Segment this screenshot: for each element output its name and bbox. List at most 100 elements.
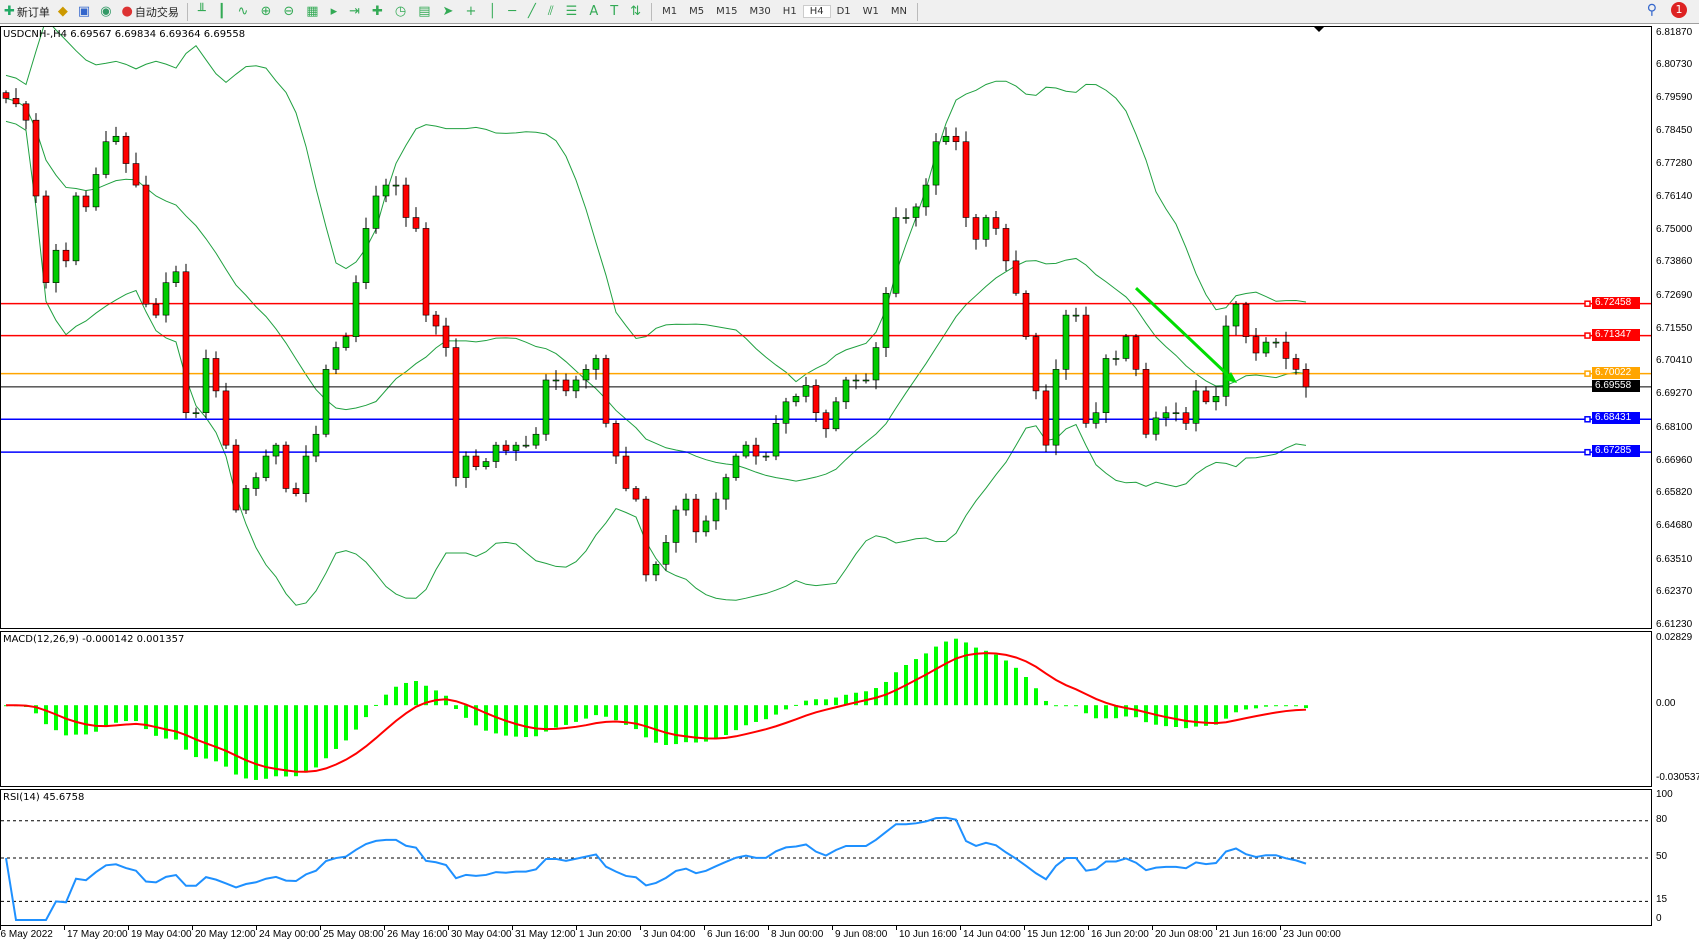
candle xyxy=(612,420,620,464)
timeframe-m15[interactable]: M15 xyxy=(716,6,738,17)
level-handle[interactable] xyxy=(1584,332,1591,339)
templates-icon[interactable]: ▤ xyxy=(418,4,431,19)
candle-body xyxy=(742,444,750,457)
candle xyxy=(1032,332,1040,400)
candle xyxy=(392,176,400,196)
periods-icon[interactable]: ◷ xyxy=(394,4,407,19)
timeframe-h4[interactable]: H4 xyxy=(802,5,831,18)
signals-button[interactable]: ◉ xyxy=(96,1,117,23)
macd-histogram-bar xyxy=(74,705,78,735)
zoom-in-icon[interactable]: ⊕ xyxy=(260,4,272,19)
timeframe-m30[interactable]: M30 xyxy=(749,6,771,17)
candlestick-icon[interactable]: ┃ xyxy=(217,4,226,19)
new-order-button[interactable]: ✚ 新订单 xyxy=(0,1,54,23)
trendline-icon[interactable]: ╱ xyxy=(528,4,536,19)
candle xyxy=(742,441,750,459)
autoscroll-icon[interactable]: ▸ xyxy=(330,4,338,19)
macd-histogram-bar xyxy=(84,705,88,735)
search-icon[interactable]: ⚲ xyxy=(1646,2,1657,18)
text-icon[interactable]: A xyxy=(589,4,599,19)
timeframe-h1[interactable]: H1 xyxy=(782,6,797,17)
macd-histogram-bar xyxy=(1234,705,1238,713)
auto-trading-button[interactable]: ● 自动交易 xyxy=(118,1,183,23)
timeframe-mn[interactable]: MN xyxy=(890,6,907,17)
trendline[interactable] xyxy=(1134,287,1233,380)
horizontal-line-icon[interactable]: ─ xyxy=(508,4,517,19)
cursor-icon[interactable]: ➤ xyxy=(442,4,454,19)
macd-histogram-bar xyxy=(1194,705,1198,727)
candle xyxy=(92,167,100,211)
macd-histogram-bar xyxy=(364,705,368,718)
equidistant-channel-icon[interactable]: ⫽ xyxy=(547,4,554,19)
candle-body xyxy=(112,135,120,143)
candle xyxy=(662,535,670,571)
candle-body xyxy=(152,303,160,316)
crosshair-icon[interactable]: + xyxy=(465,4,477,19)
macd-histogram-bar xyxy=(1294,705,1298,707)
vertical-line-icon[interactable]: │ xyxy=(488,4,497,19)
navigator-button[interactable]: ▣ xyxy=(74,1,96,23)
indicators-icon[interactable]: ✚ xyxy=(372,4,383,19)
candle-body xyxy=(352,282,360,337)
macd-histogram-bar xyxy=(1284,705,1288,707)
chart-shift-marker-icon[interactable] xyxy=(1314,27,1324,32)
candle xyxy=(542,374,550,441)
candle-body xyxy=(1182,412,1190,424)
candle xyxy=(1292,353,1300,375)
candle-body xyxy=(862,379,870,382)
rsi-pane[interactable]: RSI(14) 45.6758 xyxy=(0,789,1652,926)
candle-body xyxy=(1142,369,1150,435)
candle-body xyxy=(682,498,690,511)
candle-body xyxy=(1232,303,1240,327)
macd-pane[interactable]: MACD(12,26,9) -0.000142 0.001357 xyxy=(0,631,1652,787)
macd-histogram-bar xyxy=(1274,705,1278,707)
candle xyxy=(962,131,970,227)
timeframe-m1[interactable]: M1 xyxy=(662,6,678,17)
line-chart-icon[interactable]: ∿ xyxy=(237,4,249,19)
candle xyxy=(462,451,470,488)
macd-histogram-bar xyxy=(444,695,448,706)
candle-body xyxy=(1272,341,1280,344)
timeframe-m5[interactable]: M5 xyxy=(689,6,705,17)
time-tick xyxy=(1216,926,1217,930)
time-label: 25 May 08:00 xyxy=(323,929,384,940)
candle xyxy=(1082,306,1090,428)
fibonacci-icon[interactable]: ☰ xyxy=(565,4,578,19)
candle xyxy=(842,376,850,409)
candle xyxy=(1102,354,1110,423)
price-level-tag: 6.71347 xyxy=(1592,328,1640,341)
zoom-out-icon[interactable]: ⊖ xyxy=(283,4,295,19)
candle xyxy=(1042,384,1050,452)
macd-histogram-bar xyxy=(454,705,458,709)
macd-histogram-bar xyxy=(744,705,748,726)
market-watch-button[interactable]: ◆ xyxy=(54,1,74,23)
candle-body xyxy=(1292,358,1300,370)
bollinger-lower xyxy=(5,120,1307,606)
price-tick-label: 6.68100 xyxy=(1656,421,1693,433)
price-chart[interactable]: USDCNH-,H4 6.69567 6.69834 6.69364 6.695… xyxy=(0,26,1652,629)
level-handle[interactable] xyxy=(1584,416,1591,423)
macd-histogram-bar xyxy=(404,682,408,706)
arrows-icon[interactable]: ⇅ xyxy=(630,4,642,19)
macd-histogram-bar xyxy=(154,705,158,736)
level-handle[interactable] xyxy=(1584,300,1591,307)
candle xyxy=(472,449,480,471)
candle-body xyxy=(552,379,560,382)
notification-badge[interactable]: 1 xyxy=(1671,2,1687,18)
candle xyxy=(1212,387,1220,411)
text-label-icon[interactable]: T xyxy=(610,4,619,19)
level-handle[interactable] xyxy=(1584,448,1591,456)
macd-histogram-bar xyxy=(624,705,628,725)
chart-shift-icon[interactable]: ⇥ xyxy=(349,4,360,19)
candle xyxy=(992,210,1000,235)
bar-chart-icon[interactable]: ╨ xyxy=(197,4,206,19)
macd-histogram-bar xyxy=(134,705,138,722)
tile-windows-icon[interactable]: ▦ xyxy=(306,4,319,19)
level-handle[interactable] xyxy=(1584,370,1591,377)
candle-body xyxy=(522,444,530,447)
time-label: 23 Jun 00:00 xyxy=(1283,929,1341,940)
timeframe-w1[interactable]: W1 xyxy=(862,6,879,17)
timeframe-d1[interactable]: D1 xyxy=(836,6,851,17)
candle xyxy=(412,207,420,232)
candle xyxy=(622,446,630,492)
